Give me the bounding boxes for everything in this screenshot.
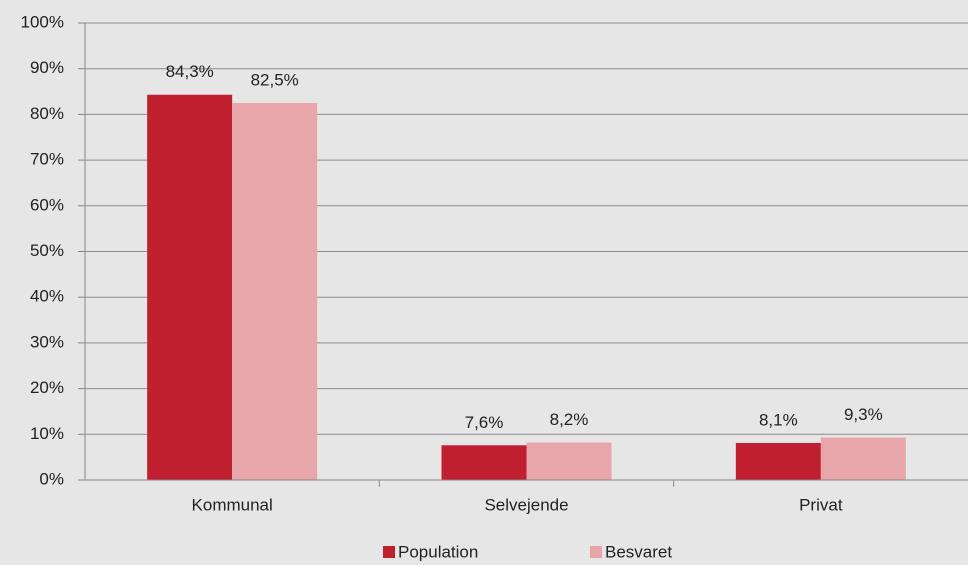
y-tick-label: 70%: [30, 150, 64, 169]
data-label: 9,3%: [844, 405, 883, 424]
bar: [232, 102, 318, 480]
bar: [820, 437, 906, 480]
data-label: 8,2%: [550, 410, 589, 429]
bar: [441, 445, 527, 480]
data-label: 7,6%: [465, 413, 504, 432]
data-label: 84,3%: [166, 62, 214, 81]
y-tick-label: 30%: [30, 332, 64, 351]
bar: [526, 442, 612, 480]
y-tick-label: 20%: [30, 378, 64, 397]
y-tick-label: 10%: [30, 424, 64, 443]
x-tick-label: Selvejende: [484, 495, 568, 514]
y-tick-label: 90%: [30, 58, 64, 77]
y-tick-label: 100%: [21, 12, 64, 31]
y-tick-label: 50%: [30, 241, 64, 260]
y-tick-label: 40%: [30, 287, 64, 306]
bar: [147, 94, 233, 481]
data-label: 82,5%: [251, 70, 299, 89]
x-tick-label: Kommunal: [192, 495, 273, 514]
y-tick-label: 60%: [30, 195, 64, 214]
data-label: 8,1%: [759, 410, 798, 429]
y-tick-label: 0%: [39, 469, 64, 488]
bar: [735, 442, 821, 480]
x-tick-label: Privat: [799, 495, 843, 514]
legend-label: Population: [398, 542, 478, 561]
y-tick-label: 80%: [30, 104, 64, 123]
legend-swatch: [383, 546, 395, 558]
legend-label: Besvaret: [605, 542, 672, 561]
legend-swatch: [590, 546, 602, 558]
